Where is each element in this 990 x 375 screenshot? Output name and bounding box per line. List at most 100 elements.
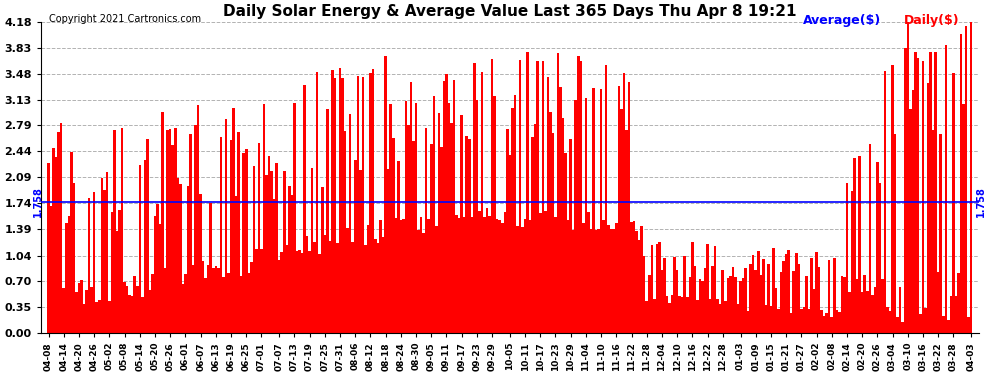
Bar [699,279,701,333]
Bar [344,131,346,333]
Bar [181,284,184,333]
Bar [62,288,65,333]
Bar [197,105,199,333]
Bar [116,231,118,333]
Bar [967,317,970,333]
Bar [597,229,600,333]
Bar [579,61,582,333]
Bar [225,119,228,333]
Bar [346,228,348,333]
Bar [959,34,962,333]
Bar [418,230,420,333]
Bar [204,278,207,333]
Bar [210,203,212,333]
Bar [686,297,688,333]
Bar [506,129,509,333]
Bar [737,304,740,333]
Bar [48,163,50,333]
Bar [141,297,144,333]
Bar [83,304,85,333]
Bar [348,114,351,333]
Bar [678,296,681,333]
Bar [488,216,491,333]
Bar [452,80,455,333]
Bar [628,82,631,333]
Bar [744,268,746,333]
Bar [243,153,245,333]
Bar [153,216,156,333]
Bar [278,260,280,333]
Bar [166,130,169,333]
Bar [129,295,131,333]
Bar [202,261,204,333]
Bar [927,83,930,333]
Bar [546,77,549,333]
Bar [795,254,798,333]
Bar [504,212,506,333]
Bar [222,277,225,333]
Bar [706,244,709,333]
Bar [147,139,148,333]
Bar [189,134,192,333]
Bar [569,139,572,333]
Bar [54,158,57,333]
Bar [658,242,660,333]
Bar [257,143,260,333]
Bar [415,103,418,333]
Bar [291,195,293,333]
Bar [848,292,850,333]
Bar [561,118,564,333]
Bar [572,230,574,333]
Bar [267,156,270,333]
Bar [311,168,314,333]
Bar [681,297,683,333]
Bar [420,217,423,333]
Bar [319,255,321,333]
Bar [371,69,374,333]
Bar [473,63,475,333]
Bar [187,186,189,333]
Bar [949,296,952,333]
Bar [937,272,940,333]
Bar [907,22,909,333]
Bar [158,224,161,333]
Bar [772,248,775,333]
Bar [118,210,121,333]
Bar [696,300,699,333]
Bar [551,133,554,333]
Bar [841,276,843,333]
Bar [106,172,108,333]
Bar [438,113,441,333]
Bar [714,246,717,333]
Bar [217,268,220,333]
Bar [919,314,922,333]
Bar [301,253,303,333]
Bar [169,129,171,333]
Bar [625,130,628,333]
Bar [858,156,861,333]
Bar [151,274,153,333]
Bar [727,278,729,333]
Bar [199,194,202,333]
Bar [443,81,446,333]
Bar [65,223,67,333]
Bar [496,219,498,333]
Bar [430,144,433,333]
Bar [428,219,430,333]
Bar [764,305,767,333]
Bar [742,278,744,333]
Bar [136,286,139,333]
Bar [412,141,415,333]
Bar [574,100,577,333]
Bar [542,61,545,333]
Bar [587,212,590,333]
Bar [850,191,853,333]
Bar [70,152,72,333]
Bar [303,85,306,333]
Bar [896,317,899,333]
Bar [909,109,912,333]
Bar [886,307,889,333]
Bar [379,220,382,333]
Bar [382,237,384,333]
Bar [881,279,884,333]
